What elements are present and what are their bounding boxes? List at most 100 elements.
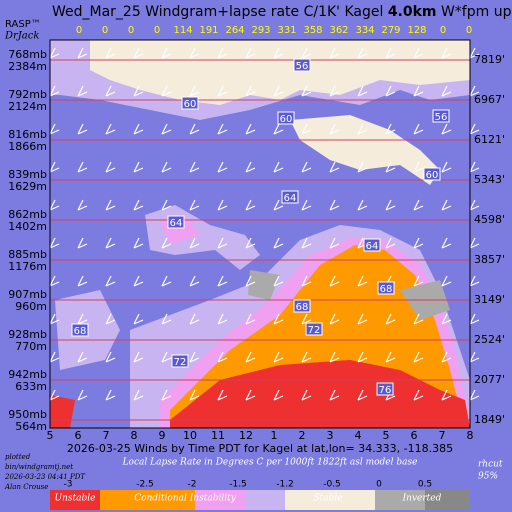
barb (49, 205, 60, 211)
barb (105, 123, 112, 135)
barb (217, 205, 228, 211)
barb (217, 167, 228, 173)
height-label: 633m (15, 380, 47, 393)
barb (301, 243, 312, 249)
contour-box (363, 238, 381, 252)
barb (245, 351, 252, 363)
x-tick-label: 11 (211, 429, 225, 442)
height-label: 1866m (8, 140, 47, 153)
barb (385, 243, 396, 249)
barb (441, 237, 448, 249)
barb (329, 243, 340, 249)
barb (469, 281, 480, 287)
wstar-value: 128 (407, 25, 426, 36)
pressure-label: 792mb (8, 88, 47, 101)
barb (49, 85, 56, 97)
barb (413, 243, 424, 249)
barb (49, 351, 56, 363)
barb (161, 123, 168, 135)
contour-box (293, 299, 311, 313)
feet-label: 2524' (474, 333, 505, 346)
barb (357, 205, 368, 211)
barb (105, 281, 116, 287)
x-tick-label: 2 (299, 429, 306, 442)
legend-tick: -1.2 (276, 480, 294, 490)
legend-swatch (375, 490, 425, 510)
barb (273, 129, 284, 135)
barb (469, 389, 476, 401)
barb (49, 129, 60, 135)
barb (329, 351, 336, 363)
barb (217, 243, 228, 249)
feet-label: 7819' (474, 53, 505, 66)
barb (273, 237, 280, 249)
contour-label: 56 (435, 112, 448, 123)
barb (413, 281, 424, 287)
barb (49, 53, 60, 59)
barb (273, 205, 284, 211)
barb (217, 389, 224, 401)
barb (161, 243, 172, 249)
barb (217, 351, 224, 363)
barb (105, 313, 112, 325)
wstar-value: 191 (199, 25, 218, 36)
barb (413, 205, 424, 211)
legend-label: Inverted (402, 494, 442, 504)
barb (77, 275, 84, 287)
contour-label: 72 (308, 325, 321, 336)
barb (161, 205, 172, 211)
barb (357, 275, 364, 287)
barb (49, 123, 56, 135)
wstar-value: 331 (277, 25, 296, 36)
barb (133, 281, 144, 287)
barb (217, 123, 224, 135)
barb (189, 129, 200, 135)
pressure-label: 885mb (8, 248, 47, 261)
barb (413, 237, 420, 249)
title: Wed_Mar_25 Windgram+lapse rate C/1K' Kag… (52, 4, 512, 20)
barb (469, 91, 480, 97)
wstar-value: 0 (76, 25, 82, 36)
barb (441, 53, 452, 59)
legend-tick: -0.5 (323, 480, 341, 490)
barb (385, 351, 392, 363)
barb (273, 167, 284, 173)
barb (357, 357, 368, 363)
barb (189, 53, 200, 59)
contour-label: 64 (284, 193, 297, 204)
contour-box (281, 190, 299, 204)
barb (301, 313, 308, 325)
barb (385, 167, 396, 173)
x-tick-label: 9 (159, 429, 166, 442)
barb (245, 357, 256, 363)
legend-tick: -2.5 (136, 480, 154, 490)
pressure-label: 768mb (8, 48, 47, 61)
wstar-value: 362 (329, 25, 348, 36)
barb (441, 357, 452, 363)
barb (105, 85, 112, 97)
barb (329, 275, 336, 287)
barb (273, 357, 284, 363)
barb (133, 53, 144, 59)
wstar-value: 0 (154, 25, 160, 36)
barb (413, 351, 420, 363)
barb (161, 199, 168, 211)
barb (133, 395, 144, 401)
barb (245, 161, 252, 173)
barb (301, 351, 308, 363)
barb (357, 319, 368, 325)
barb (161, 357, 172, 363)
barb (49, 357, 60, 363)
barb (301, 91, 312, 97)
barb (413, 129, 424, 135)
height-label: 960m (15, 300, 47, 313)
barb (329, 85, 336, 97)
barb (133, 313, 140, 325)
height-label: 2124m (8, 100, 47, 113)
barb (217, 275, 224, 287)
contour-box (293, 58, 311, 72)
barb (441, 243, 452, 249)
wstar-value: 0 (102, 25, 108, 36)
legend-swatch (100, 490, 195, 510)
